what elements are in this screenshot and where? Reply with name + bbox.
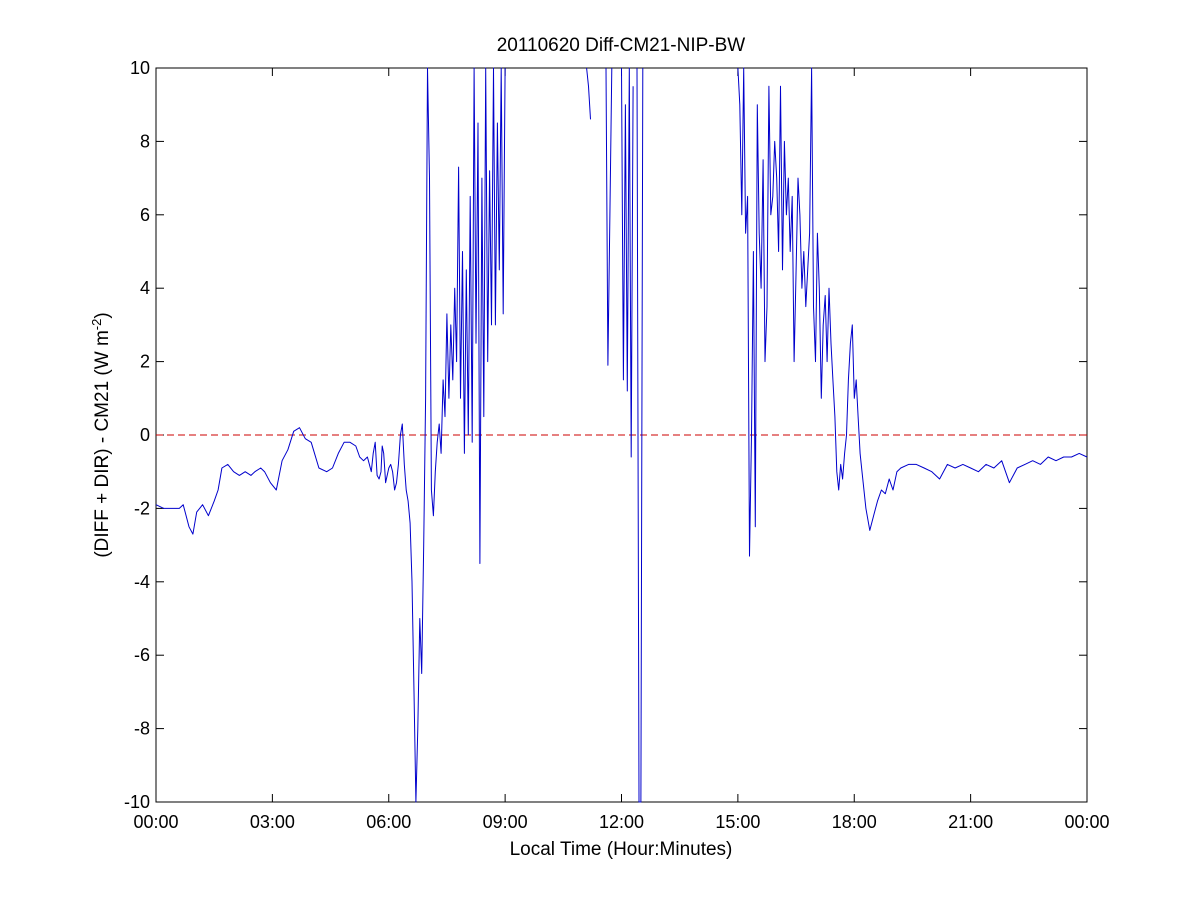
x-tick-labels: 00:00 03:00 06:00 09:00 12:00 15:00 18:00 21:00… xyxy=(133,812,1109,832)
y-axis-label-base: (DIFF + DIR) - CM21 (W m xyxy=(92,330,113,557)
x-tick-label: 09:00 xyxy=(483,812,528,832)
y-tick-label: 4 xyxy=(140,278,150,298)
x-tick-label: 21:00 xyxy=(948,812,993,832)
series-line-segment-4 xyxy=(621,67,634,458)
x-tick-label: 12:00 xyxy=(599,812,644,832)
series-line-segment-1 xyxy=(155,67,506,803)
series-line-segment-5 xyxy=(636,67,644,803)
x-axis-label: Local Time (Hour:Minutes) xyxy=(510,839,733,860)
plot-area xyxy=(155,67,1088,803)
y-tick-label: 2 xyxy=(140,352,150,372)
y-tick-label: 6 xyxy=(140,205,150,225)
y-tick-label: 8 xyxy=(140,131,150,151)
y-tick-labels: -10 -8 -6 -4 -2 0 2 4 6 8 10 xyxy=(124,58,150,812)
x-tick-label: 00:00 xyxy=(1064,812,1109,832)
x-tick-label: 03:00 xyxy=(250,812,295,832)
chart-title: 20110620 Diff-CM21-NIP-BW xyxy=(497,35,746,56)
x-tick-label: 06:00 xyxy=(366,812,411,832)
y-tick-label: -6 xyxy=(134,645,150,665)
y-axis-label-end: ) xyxy=(92,312,113,318)
y-tick-label: -4 xyxy=(134,572,150,592)
x-tick-label: 18:00 xyxy=(832,812,877,832)
x-tick-label: 00:00 xyxy=(133,812,178,832)
y-tick-label: -2 xyxy=(134,498,150,518)
series-line-segment-6 xyxy=(737,67,1088,557)
y-tick-label: -10 xyxy=(124,792,150,812)
y-tick-label: 0 xyxy=(140,425,150,445)
series-line-segment-3 xyxy=(605,67,613,366)
data-series xyxy=(155,67,1088,803)
series-line-segment-2 xyxy=(586,67,591,120)
y-axis-label: (DIFF + DIR) - CM21 (W m-2) xyxy=(89,312,114,557)
x-tick-label: 15:00 xyxy=(715,812,760,832)
y-tick-label: 10 xyxy=(130,58,150,78)
y-tick-label: -8 xyxy=(134,719,150,739)
y-axis-label-sup: -2 xyxy=(89,319,104,331)
